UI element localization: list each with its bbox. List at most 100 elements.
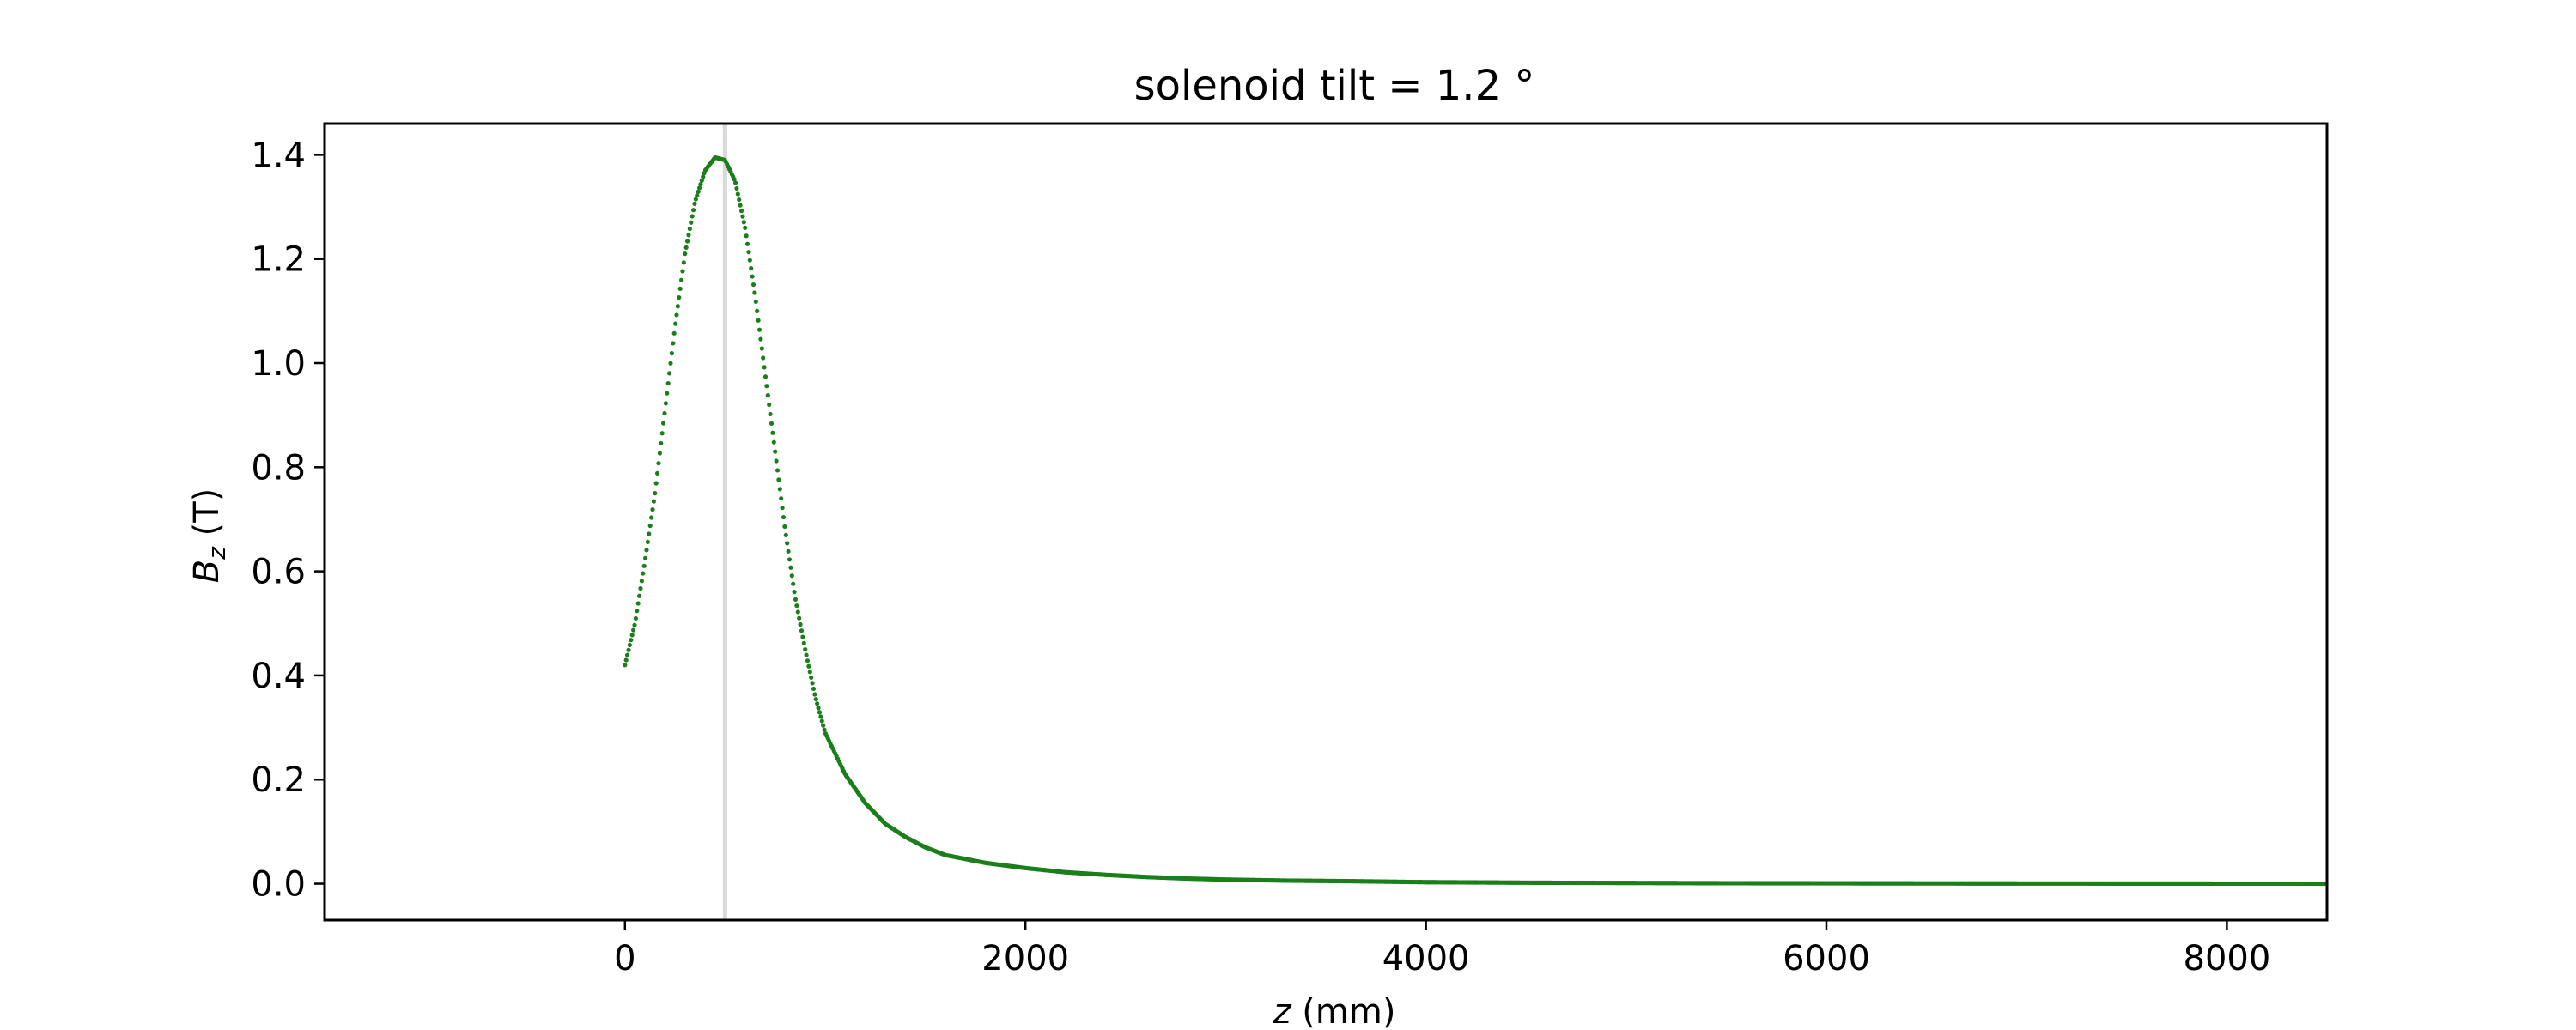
y-tick-label: 0.0	[251, 865, 306, 905]
y-tick-label: 1.4	[251, 136, 306, 175]
data-point	[777, 487, 782, 492]
chart-title: solenoid tilt = 1.2 °	[1134, 62, 1535, 110]
data-point	[758, 336, 763, 342]
data-point	[629, 638, 634, 643]
x-axis-label: z (mm)	[1273, 992, 1396, 1030]
data-point	[683, 251, 688, 257]
data-point	[626, 647, 631, 652]
data-point	[642, 555, 648, 560]
data-point	[744, 233, 749, 239]
data-point	[819, 718, 824, 724]
data-point	[783, 532, 788, 538]
data-point	[815, 701, 820, 706]
data-point	[801, 640, 806, 645]
data-point	[787, 557, 793, 562]
data-point	[671, 341, 676, 346]
data-point	[638, 585, 643, 591]
data-point	[681, 260, 686, 265]
data-point	[792, 590, 797, 595]
data-point	[648, 515, 654, 520]
data-point	[817, 710, 823, 715]
data-point	[647, 523, 653, 529]
data-point	[799, 628, 805, 633]
data-point	[780, 506, 785, 511]
data-point	[756, 327, 762, 332]
data-point	[701, 174, 706, 179]
data-point	[660, 421, 666, 426]
data-point	[813, 696, 818, 702]
data-point	[773, 449, 778, 454]
data-point	[635, 601, 641, 606]
data-point	[753, 299, 758, 305]
data-point	[647, 531, 652, 536]
data-point	[641, 563, 647, 568]
data-point	[810, 681, 815, 686]
data-point	[653, 491, 658, 496]
data-point	[804, 652, 809, 657]
data-point	[687, 226, 692, 232]
x-tick-label: 6000	[1783, 939, 1870, 978]
data-point	[779, 496, 784, 501]
data-point	[788, 565, 793, 570]
y-axis-variable: B	[187, 560, 227, 583]
data-point	[805, 658, 811, 663]
data-point	[762, 365, 767, 370]
data-point	[798, 621, 803, 627]
data-point	[665, 380, 671, 386]
data-point	[821, 723, 826, 728]
data-point	[675, 304, 680, 309]
data-point	[811, 686, 817, 692]
data-point	[674, 312, 679, 318]
data-point	[769, 421, 775, 426]
data-point	[668, 360, 673, 366]
data-point	[800, 634, 805, 639]
y-tick-label: 1.0	[251, 344, 306, 384]
plot-area	[623, 124, 2329, 920]
plot-frame	[323, 122, 2329, 922]
data-point	[656, 461, 661, 466]
data-point	[696, 185, 702, 191]
data-point	[797, 615, 802, 621]
data-point	[624, 652, 630, 657]
data-point	[822, 727, 827, 732]
data-point	[816, 706, 821, 711]
data-point	[781, 514, 787, 520]
data-point	[752, 290, 757, 295]
data-point	[689, 220, 694, 225]
data-point	[651, 499, 656, 504]
data-point	[759, 346, 764, 351]
data-point	[791, 581, 796, 586]
data-point	[636, 593, 642, 598]
data-point	[699, 178, 704, 183]
data-point	[767, 402, 772, 408]
data-point	[746, 250, 751, 255]
data-point	[755, 308, 760, 313]
data-point	[738, 203, 743, 208]
data-point	[732, 180, 738, 185]
data-point	[698, 182, 703, 187]
data-point	[659, 431, 665, 436]
x-axis-unit: (mm)	[1291, 992, 1396, 1030]
data-point	[743, 225, 748, 230]
data-point	[818, 714, 823, 719]
data-point	[684, 239, 690, 244]
data-point	[690, 208, 696, 213]
data-point	[645, 539, 650, 545]
data-point	[693, 197, 698, 202]
x-axis: 0 2000 4000 6000 8000	[614, 920, 2270, 978]
data-point	[672, 321, 678, 326]
data-point	[740, 214, 745, 219]
series-bz	[623, 154, 2329, 887]
y-tick-label: 0.8	[251, 448, 306, 488]
data-point	[794, 603, 799, 609]
data-point	[671, 330, 677, 336]
y-axis-subscript: z	[203, 546, 231, 560]
data-point	[774, 458, 779, 464]
y-tick-label: 0.4	[251, 657, 306, 696]
data-point	[630, 627, 636, 633]
data-point	[776, 477, 781, 482]
data-point	[775, 468, 781, 473]
data-point	[690, 214, 695, 219]
data-point	[623, 663, 628, 668]
